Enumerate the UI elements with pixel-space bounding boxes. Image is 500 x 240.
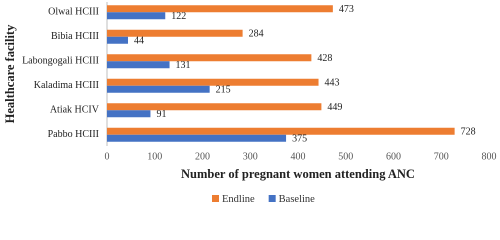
x-axis-title: Number of pregnant women attending ANC <box>181 167 415 181</box>
data-label: 215 <box>216 85 231 96</box>
bar <box>107 85 210 93</box>
data-label: 44 <box>134 36 144 47</box>
x-tick-label: 400 <box>291 151 306 162</box>
data-label: 449 <box>327 102 342 113</box>
y-tick-label: Olwal HCIII <box>48 7 99 18</box>
data-label: 473 <box>339 4 354 15</box>
x-tick-label: 300 <box>243 151 258 162</box>
bar <box>107 12 166 20</box>
legend-swatch <box>268 195 276 202</box>
legend-swatch <box>212 195 219 202</box>
data-label: 728 <box>461 127 476 138</box>
y-tick-label: Pabbo HCIII <box>48 129 99 140</box>
x-tick-label: 500 <box>338 151 353 162</box>
data-label: 375 <box>292 134 307 145</box>
x-tick-label: 600 <box>386 151 401 162</box>
data-label: 122 <box>171 11 186 22</box>
bar <box>107 36 129 44</box>
data-label: 428 <box>317 53 332 64</box>
x-tick-label: 100 <box>147 151 162 162</box>
x-tick-label: 200 <box>195 151 210 162</box>
bar <box>107 5 333 13</box>
y-axis-title: Healthcare facility <box>3 24 17 123</box>
data-label: 284 <box>249 29 264 40</box>
y-tick-label: Labongogali HCIII <box>22 56 99 67</box>
x-tick-label: 700 <box>434 151 449 162</box>
bar <box>107 78 319 86</box>
bar <box>107 54 312 62</box>
data-label: 131 <box>176 60 191 71</box>
bar <box>107 103 322 111</box>
y-tick-label: Kaladima HCIII <box>34 80 99 91</box>
legend-label: Endline <box>222 194 255 205</box>
bar <box>107 29 243 37</box>
y-tick-label: Bibia HCIII <box>51 31 99 42</box>
chart: Healthcare facility Number of pregnant w… <box>3 2 497 205</box>
bar <box>107 110 151 118</box>
bar <box>107 61 170 69</box>
data-label: 443 <box>325 78 340 89</box>
bar <box>107 134 287 142</box>
bar <box>107 127 455 135</box>
x-tick-label: 800 <box>482 151 497 162</box>
legend-label: Baseline <box>279 194 315 205</box>
y-tick-label: Atiak HCIV <box>50 105 100 116</box>
data-label: 91 <box>156 109 166 120</box>
x-tick-label: 0 <box>105 151 110 162</box>
